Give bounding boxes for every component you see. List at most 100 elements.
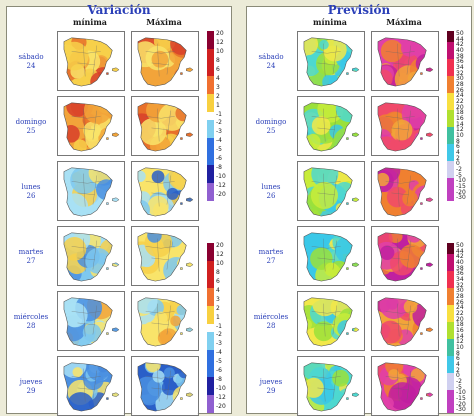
prevision-map-max-sábado[interactable] — [371, 31, 439, 91]
variacion-colorbar-swatch — [207, 359, 214, 369]
variacion-colorbar-tick-label: 6 — [216, 277, 220, 285]
prevision-colorbar-tick-label: 14 — [456, 120, 464, 128]
variacion-map-min-domingo[interactable] — [57, 96, 125, 156]
prevision-colorbar-swatch — [447, 161, 454, 168]
variacion-colorbar-swatch — [207, 305, 214, 316]
variacion-colorbar-tick-label: 1 — [216, 313, 220, 321]
variacion-map-min-jueves[interactable] — [57, 356, 125, 416]
prevision-colorbar-tick-label: 36 — [456, 58, 464, 66]
prevision-colorbar-swatch — [447, 288, 454, 295]
prevision-colorbar-tick-label: 10 — [456, 132, 464, 139]
prevision-colorbar-tick-label: 36 — [456, 270, 464, 278]
variacion-map-max-domingo[interactable] — [131, 96, 199, 156]
prevision-colorbar-swatch — [447, 36, 454, 43]
variacion-colorbar-tick-label: -4 — [216, 137, 222, 145]
prevision-colorbar-tick-label: 16 — [456, 327, 464, 334]
prevision-colorbar-tick-label: 32 — [456, 69, 464, 77]
variacion-colorbar-swatch — [207, 120, 214, 130]
variacion-day-label: domingo 25 — [9, 118, 53, 136]
prevision-colorbar-tick-label: 8 — [456, 137, 460, 145]
prevision-colorbar-tick-label: 10 — [456, 344, 464, 351]
variacion-title: Variación — [87, 3, 151, 17]
variacion-colorbar-swatch — [207, 39, 214, 50]
variacion-colorbar-tick-label: -8 — [216, 376, 222, 384]
day-name: jueves — [19, 378, 43, 386]
prevision-colorbar-swatch — [447, 195, 454, 202]
prevision-map-min-sábado[interactable] — [297, 31, 365, 91]
variacion-map-max-martes[interactable] — [131, 226, 199, 286]
variacion-colorbar-tick-label: -8 — [216, 164, 222, 172]
prevision-colorbar-swatch — [447, 350, 454, 357]
variacion-map-min-martes[interactable] — [57, 226, 125, 286]
day-name: sábado — [258, 53, 284, 61]
variacion-colorbar-tick-label: 1 — [216, 101, 220, 109]
day-number: 27 — [266, 257, 276, 265]
day-number: 24 — [26, 62, 36, 70]
variacion-map-min-lunes[interactable] — [57, 161, 125, 221]
day-name: lunes — [261, 183, 281, 191]
variacion-map-max-jueves[interactable] — [131, 356, 199, 416]
prevision-colorbar-tick-label: 32 — [456, 281, 464, 289]
prevision-map-min-domingo[interactable] — [297, 96, 365, 156]
prevision-map-min-martes[interactable] — [297, 226, 365, 286]
variacion-map-max-sábado[interactable] — [131, 31, 199, 91]
prevision-colorbar-tick-label: 12 — [456, 126, 464, 134]
prevision-colorbar-tick-label: 0 — [456, 372, 460, 380]
prevision-day-label: martes 27 — [249, 248, 293, 266]
prevision-map-min-jueves[interactable] — [297, 356, 365, 416]
prevision-map-max-domingo[interactable] — [371, 96, 439, 156]
variacion-colorbar-swatch — [207, 314, 214, 325]
prevision-colorbar-tick-label: 38 — [456, 52, 464, 60]
prevision-colorbar-swatch — [447, 59, 454, 66]
variacion-map-max-lunes[interactable] — [131, 161, 199, 221]
prevision-colorbar-tick-label: 14 — [456, 332, 464, 340]
prevision-colorbar-swatch — [447, 316, 454, 323]
prevision-colorbar-tick-label: 34 — [456, 276, 464, 283]
variacion-colorbar-tick-label: 20 — [216, 30, 224, 37]
prevision-colorbar-tick-label: -5 — [456, 171, 462, 179]
day-number: 28 — [266, 322, 276, 330]
prevision-map-max-jueves[interactable] — [371, 356, 439, 416]
variacion-colorbar-swatch — [207, 350, 214, 360]
prevision-map-max-lunes[interactable] — [371, 161, 439, 221]
prevision-colorbar-tick-label: 2 — [456, 154, 460, 162]
prevision-colorbar-swatch — [447, 299, 454, 306]
prevision-colorbar-tick-label: 22 — [456, 310, 464, 317]
variacion-map-max-miércoles[interactable] — [131, 291, 199, 351]
day-number: 25 — [266, 127, 276, 135]
variacion-colorbar-tick-label: 10 — [216, 259, 224, 267]
variacion-map-min-sábado[interactable] — [57, 31, 125, 91]
prevision-colorbar-swatch — [447, 282, 454, 289]
prevision-map-min-miércoles[interactable] — [297, 291, 365, 351]
prevision-colorbar-tick-label: 6 — [456, 355, 460, 363]
variacion-colorbar-tick-label: -6 — [216, 367, 222, 375]
variacion-colorbar-swatch — [207, 48, 214, 59]
prevision-colorbar-swatch — [447, 31, 454, 38]
prevision-map-min-lunes[interactable] — [297, 161, 365, 221]
prevision-colorbar-swatch — [447, 401, 454, 408]
prevision-colorbar-swatch — [447, 345, 454, 352]
day-name: domingo — [15, 118, 47, 126]
prevision-colorbar-tick-label: -30 — [456, 194, 466, 202]
day-name: sábado — [18, 53, 44, 61]
prevision-colorbar-swatch — [447, 362, 454, 369]
variacion-colorbar-tick-label: 2 — [216, 304, 220, 312]
prevision-map-max-martes[interactable] — [371, 226, 439, 286]
prevision-colorbar-tick-label: 2 — [456, 366, 460, 374]
prevision-panel: Previsión mínima Máxima sábado 24 domingo 2… — [246, 3, 472, 416]
variacion-day-label: miércoles 28 — [9, 313, 53, 331]
prevision-colorbar-tick-label: 24 — [456, 304, 464, 312]
prevision-colorbar-tick-label: 50 — [456, 30, 464, 37]
prevision-col-min: mínima — [312, 17, 347, 27]
prevision-day-label: jueves 29 — [249, 378, 293, 396]
day-number: 27 — [26, 257, 36, 265]
prevision-colorbar-tick-label: -2 — [456, 166, 462, 173]
prevision-colorbar-swatch — [447, 127, 454, 134]
prevision-colorbar-tick-label: 44 — [456, 247, 464, 255]
prevision-colorbar-tick-label: 26 — [456, 86, 464, 94]
variacion-colorbar-tick-label: -2 — [216, 331, 222, 339]
variacion-map-min-miércoles[interactable] — [57, 291, 125, 351]
prevision-colorbar-swatch — [447, 390, 454, 397]
variacion-colorbar-swatch — [207, 251, 214, 262]
prevision-map-max-miércoles[interactable] — [371, 291, 439, 351]
